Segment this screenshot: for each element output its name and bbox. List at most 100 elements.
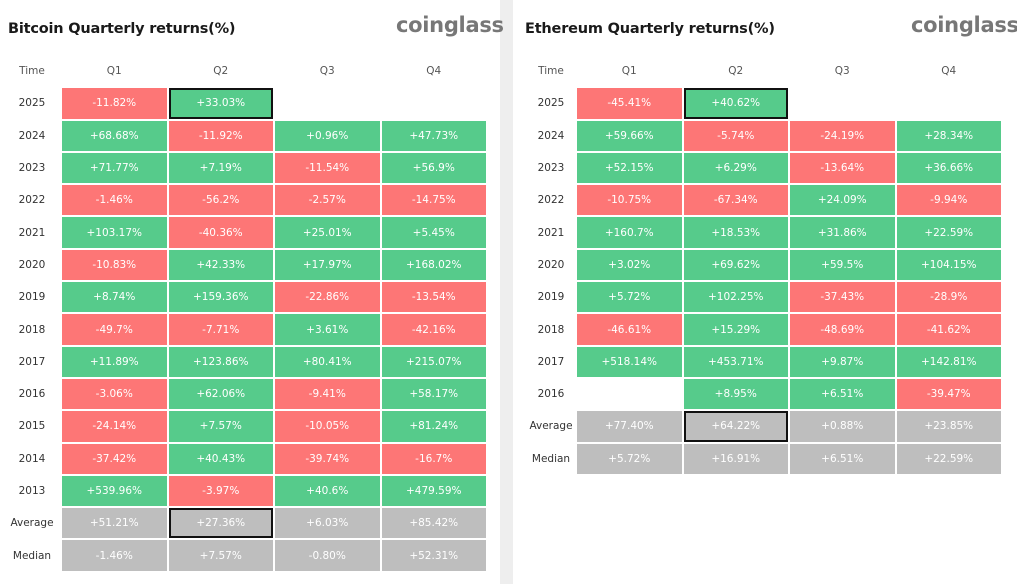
average-cell: +0.88% <box>790 411 895 442</box>
return-cell: +3.61% <box>275 314 380 345</box>
table-header-row: Time Q1 Q2 Q3 Q4 <box>4 56 486 86</box>
return-cell: -1.46% <box>62 185 167 216</box>
table-row: 2015 -24.14% +7.57% -10.05% +81.24% <box>4 411 486 442</box>
table-row: 2025 -11.82% +33.03% <box>4 88 486 119</box>
returns-table: Time Q1 Q2 Q3 Q4 2025 -45.41% +40.62% 2024 +… <box>525 54 1003 476</box>
row-label: 2023 <box>18 162 46 175</box>
table-body: 2025 -11.82% +33.03% 2024 +68.68% -11.92% +0.9… <box>4 88 486 571</box>
average-cell: +23.85% <box>896 411 1001 442</box>
return-cell: +47.73% <box>381 120 486 151</box>
column-header-q4: Q4 <box>426 65 442 78</box>
return-cell: +103.17% <box>62 217 167 248</box>
average-cell: +6.03% <box>275 508 380 539</box>
row-label: 2021 <box>537 226 565 239</box>
return-cell: -3.97% <box>168 475 273 507</box>
return-cell: +9.87% <box>790 346 895 377</box>
empty-cell <box>275 88 380 118</box>
return-cell: +31.86% <box>790 217 895 248</box>
return-cell: -45.41% <box>577 88 682 119</box>
row-label: Average <box>529 420 573 433</box>
return-cell: -24.14% <box>62 411 167 442</box>
returns-table: Time Q1 Q2 Q3 Q4 2025 -11.82% +33.03% 2024 +… <box>2 54 488 573</box>
table-row: 2014 -37.42% +40.43% -39.74% -16.7% <box>4 443 486 474</box>
average-cell: +51.21% <box>62 508 167 539</box>
row-label: 2018 <box>18 323 46 336</box>
median-cell: +52.31% <box>381 540 486 571</box>
panel-title: Ethereum Quarterly returns(%) <box>525 21 775 37</box>
return-cell: +24.09% <box>790 185 895 216</box>
return-cell: +142.81% <box>896 346 1001 377</box>
coinglass-logo: coinglass <box>396 13 504 37</box>
table-row: 2021 +103.17% -40.36% +25.01% +5.45% <box>4 217 486 248</box>
table-row: 2016 -3.06% +62.06% -9.41% +58.17% <box>4 378 486 410</box>
median-row: Median +5.72% +16.91% +6.51% +22.59% <box>527 443 1001 474</box>
return-cell: -42.16% <box>381 314 486 345</box>
return-cell: +5.72% <box>577 282 682 313</box>
return-cell: +7.19% <box>168 152 273 184</box>
return-cell: -13.64% <box>790 152 895 184</box>
table-row: 2013 +539.96% -3.97% +40.6% +479.59% <box>4 475 486 507</box>
return-cell: +69.62% <box>683 249 788 281</box>
row-label: 2019 <box>18 291 46 304</box>
row-label: 2023 <box>537 162 565 175</box>
table-row: 2019 +8.74% +159.36% -22.86% -13.54% <box>4 282 486 313</box>
column-header-q4: Q4 <box>941 65 957 78</box>
row-label: 2019 <box>537 291 565 304</box>
return-cell: +59.5% <box>790 249 895 281</box>
empty-cell <box>790 88 895 118</box>
return-cell: +160.7% <box>577 217 682 248</box>
column-header-time: Time <box>538 65 564 78</box>
return-cell: -9.94% <box>896 185 1001 216</box>
row-label: 2024 <box>537 129 565 142</box>
return-cell: -3.06% <box>62 378 167 410</box>
return-cell: +62.06% <box>168 378 273 410</box>
return-cell: -67.34% <box>683 185 788 216</box>
average-row: Average +77.40% +64.22% +0.88% +23.85% <box>527 411 1001 442</box>
row-label: 2024 <box>18 129 46 142</box>
bitcoin-panel: Bitcoin Quarterly returns(%) coinglass T… <box>0 0 504 584</box>
row-label: 2017 <box>18 355 46 368</box>
row-label: 2018 <box>537 323 565 336</box>
return-cell: -16.7% <box>381 443 486 474</box>
row-label: 2017 <box>537 355 565 368</box>
return-cell: +40.6% <box>275 475 380 507</box>
return-cell: +0.96% <box>275 120 380 151</box>
return-cell: +215.07% <box>381 346 486 377</box>
row-label: 2016 <box>18 388 46 401</box>
median-cell: +16.91% <box>683 443 788 474</box>
return-cell: +15.29% <box>683 314 788 345</box>
return-cell: +11.89% <box>62 346 167 377</box>
return-cell: +52.15% <box>577 152 682 184</box>
column-header-q3: Q3 <box>319 65 335 78</box>
return-cell: +168.02% <box>381 249 486 281</box>
return-cell: +42.33% <box>168 249 273 281</box>
return-cell: -11.92% <box>168 120 273 151</box>
return-cell: +7.57% <box>168 411 273 442</box>
return-cell: -56.2% <box>168 185 273 216</box>
return-cell: +5.45% <box>381 217 486 248</box>
row-label: 2014 <box>18 452 46 465</box>
table-row: 2016 +8.95% +6.51% -39.47% <box>527 378 1001 410</box>
row-label: 2022 <box>18 194 46 207</box>
row-label: 2016 <box>537 388 565 401</box>
median-cell: +22.59% <box>896 443 1001 474</box>
return-cell: -39.47% <box>896 378 1001 410</box>
column-header-q1: Q1 <box>106 65 122 78</box>
return-cell: +22.59% <box>896 217 1001 248</box>
return-cell: -10.75% <box>577 185 682 216</box>
return-cell: -37.43% <box>790 282 895 313</box>
row-label: 2013 <box>18 485 46 497</box>
return-cell: -2.57% <box>275 185 380 216</box>
return-cell: +80.41% <box>275 346 380 377</box>
return-cell: -14.75% <box>381 185 486 216</box>
column-header-time: Time <box>19 65 45 78</box>
table-row: 2021 +160.7% +18.53% +31.86% +22.59% <box>527 217 1001 248</box>
return-cell: +33.03% <box>168 88 273 119</box>
median-cell: -1.46% <box>62 540 167 571</box>
table-row: 2025 -45.41% +40.62% <box>527 88 1001 119</box>
table-row: 2017 +518.14% +453.71% +9.87% +142.81% <box>527 346 1001 377</box>
table-row: 2023 +52.15% +6.29% -13.64% +36.66% <box>527 152 1001 184</box>
return-cell: +102.25% <box>683 282 788 313</box>
column-header-q3: Q3 <box>834 65 850 78</box>
row-label: Median <box>531 452 571 465</box>
